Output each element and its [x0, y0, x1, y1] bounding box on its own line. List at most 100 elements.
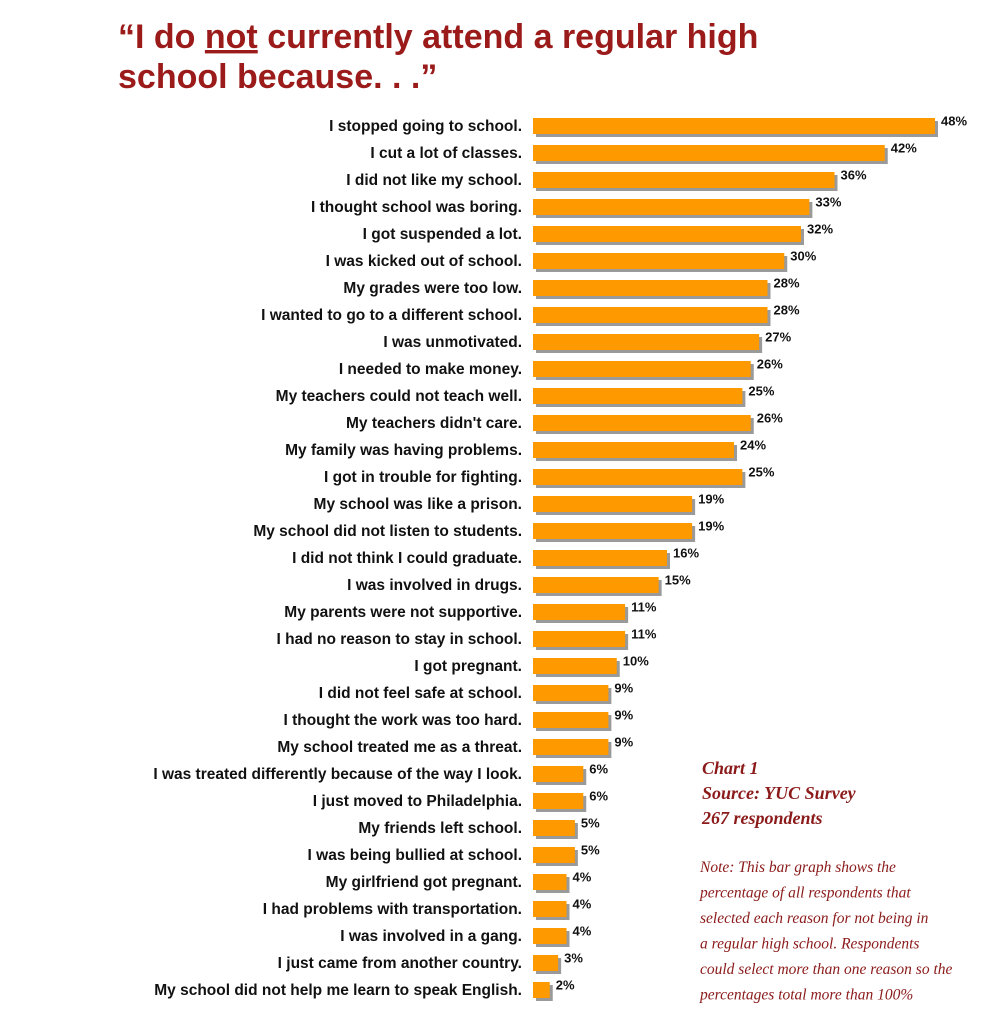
- bar: [533, 253, 785, 269]
- bar: [533, 793, 584, 809]
- category-label: My school treated me as a threat.: [277, 739, 522, 756]
- value-label: 4%: [573, 896, 592, 911]
- category-label: I got suspended a lot.: [363, 226, 522, 243]
- bar: [533, 631, 626, 647]
- category-label: I thought the work was too hard.: [283, 712, 522, 729]
- bar: [533, 280, 768, 296]
- value-label: 27%: [765, 329, 791, 344]
- note-line: Note: This bar graph shows the: [699, 859, 896, 876]
- value-label: 11%: [631, 626, 657, 641]
- note-line: a regular high school. Respondents: [700, 936, 919, 953]
- category-label: I needed to make money.: [339, 361, 522, 378]
- bar: [533, 739, 609, 755]
- value-label: 6%: [589, 761, 608, 776]
- bar: [533, 685, 609, 701]
- bar: [533, 577, 659, 593]
- bar: [533, 847, 575, 863]
- bar: [533, 361, 751, 377]
- category-label: My school did not listen to students.: [253, 523, 522, 540]
- bar: [533, 226, 801, 242]
- bar: [533, 334, 760, 350]
- value-label: 28%: [774, 302, 800, 317]
- bar: [533, 712, 609, 728]
- category-label: I was unmotivated.: [383, 334, 522, 351]
- bar: [533, 469, 743, 485]
- bar: [533, 307, 768, 323]
- bar: [533, 550, 667, 566]
- bar: [533, 145, 885, 161]
- bar: [533, 442, 734, 458]
- bar: [533, 901, 567, 917]
- value-label: 9%: [614, 680, 633, 695]
- value-label: 33%: [815, 194, 841, 209]
- value-label: 11%: [631, 599, 657, 614]
- value-label: 24%: [740, 437, 766, 452]
- bar: [533, 523, 693, 539]
- category-label: My school was like a prison.: [314, 496, 522, 513]
- bar: [533, 928, 567, 944]
- bar: [533, 604, 626, 620]
- title-part: “I do: [118, 18, 205, 56]
- value-label: 5%: [581, 815, 600, 830]
- value-label: 3%: [564, 950, 583, 965]
- bar: [533, 496, 693, 512]
- category-label: I cut a lot of classes.: [370, 145, 522, 162]
- category-label: My girlfriend got pregnant.: [326, 874, 522, 891]
- category-label: I did not think I could graduate.: [292, 550, 522, 567]
- bar: [533, 982, 550, 998]
- bar: [533, 766, 584, 782]
- value-label: 30%: [790, 248, 816, 263]
- category-label: My friends left school.: [358, 820, 522, 837]
- category-label: I had no reason to stay in school.: [277, 631, 522, 648]
- annotation: Source: YUC Survey: [702, 783, 857, 803]
- bar: [533, 415, 751, 431]
- category-label: My teachers could not teach well.: [276, 388, 522, 405]
- category-label: My school did not help me learn to speak…: [154, 982, 522, 999]
- category-label: I was being bullied at school.: [308, 847, 522, 864]
- bar: [533, 658, 617, 674]
- bar: [533, 172, 835, 188]
- category-label: My grades were too low.: [343, 280, 522, 297]
- category-label: I thought school was boring.: [311, 199, 522, 216]
- note-line: could select more than one reason so the: [700, 961, 953, 978]
- value-label: 4%: [573, 869, 592, 884]
- category-label: I wanted to go to a different school.: [261, 307, 522, 324]
- value-label: 2%: [556, 977, 575, 992]
- value-label: 5%: [581, 842, 600, 857]
- value-label: 6%: [589, 788, 608, 803]
- category-label: My teachers didn't care.: [346, 415, 522, 432]
- title-emphasis: not: [205, 18, 258, 56]
- category-label: My parents were not supportive.: [284, 604, 522, 621]
- value-label: 25%: [748, 383, 774, 398]
- note-line: percentage of all respondents that: [699, 885, 911, 902]
- value-label: 19%: [698, 518, 724, 533]
- value-label: 42%: [891, 140, 917, 155]
- category-label: I just moved to Philadelphia.: [313, 793, 522, 810]
- title-part: currently attend a regular high: [258, 18, 759, 56]
- chart-title: school because. . .”: [118, 58, 437, 96]
- category-label: I did not feel safe at school.: [319, 685, 522, 702]
- value-label: 15%: [665, 572, 691, 587]
- category-label: My family was having problems.: [285, 442, 522, 459]
- value-label: 25%: [748, 464, 774, 479]
- category-label: I was treated differently because of the…: [153, 766, 522, 783]
- value-label: 26%: [757, 410, 783, 425]
- value-label: 16%: [673, 545, 699, 560]
- category-label: I was kicked out of school.: [326, 253, 522, 270]
- category-label: I got pregnant.: [414, 658, 522, 675]
- bar: [533, 820, 575, 836]
- category-label: I had problems with transportation.: [263, 901, 522, 918]
- value-label: 19%: [698, 491, 724, 506]
- value-label: 9%: [614, 707, 633, 722]
- value-label: 48%: [941, 113, 967, 128]
- bar: [533, 118, 935, 134]
- category-label: I stopped going to school.: [329, 118, 522, 135]
- value-label: 28%: [774, 275, 800, 290]
- value-label: 36%: [841, 167, 867, 182]
- category-label: I did not like my school.: [346, 172, 522, 189]
- bar: [533, 955, 559, 971]
- annotation: 267 respondents: [701, 808, 823, 828]
- category-label: I was involved in a gang.: [340, 928, 522, 945]
- bar: [533, 199, 810, 215]
